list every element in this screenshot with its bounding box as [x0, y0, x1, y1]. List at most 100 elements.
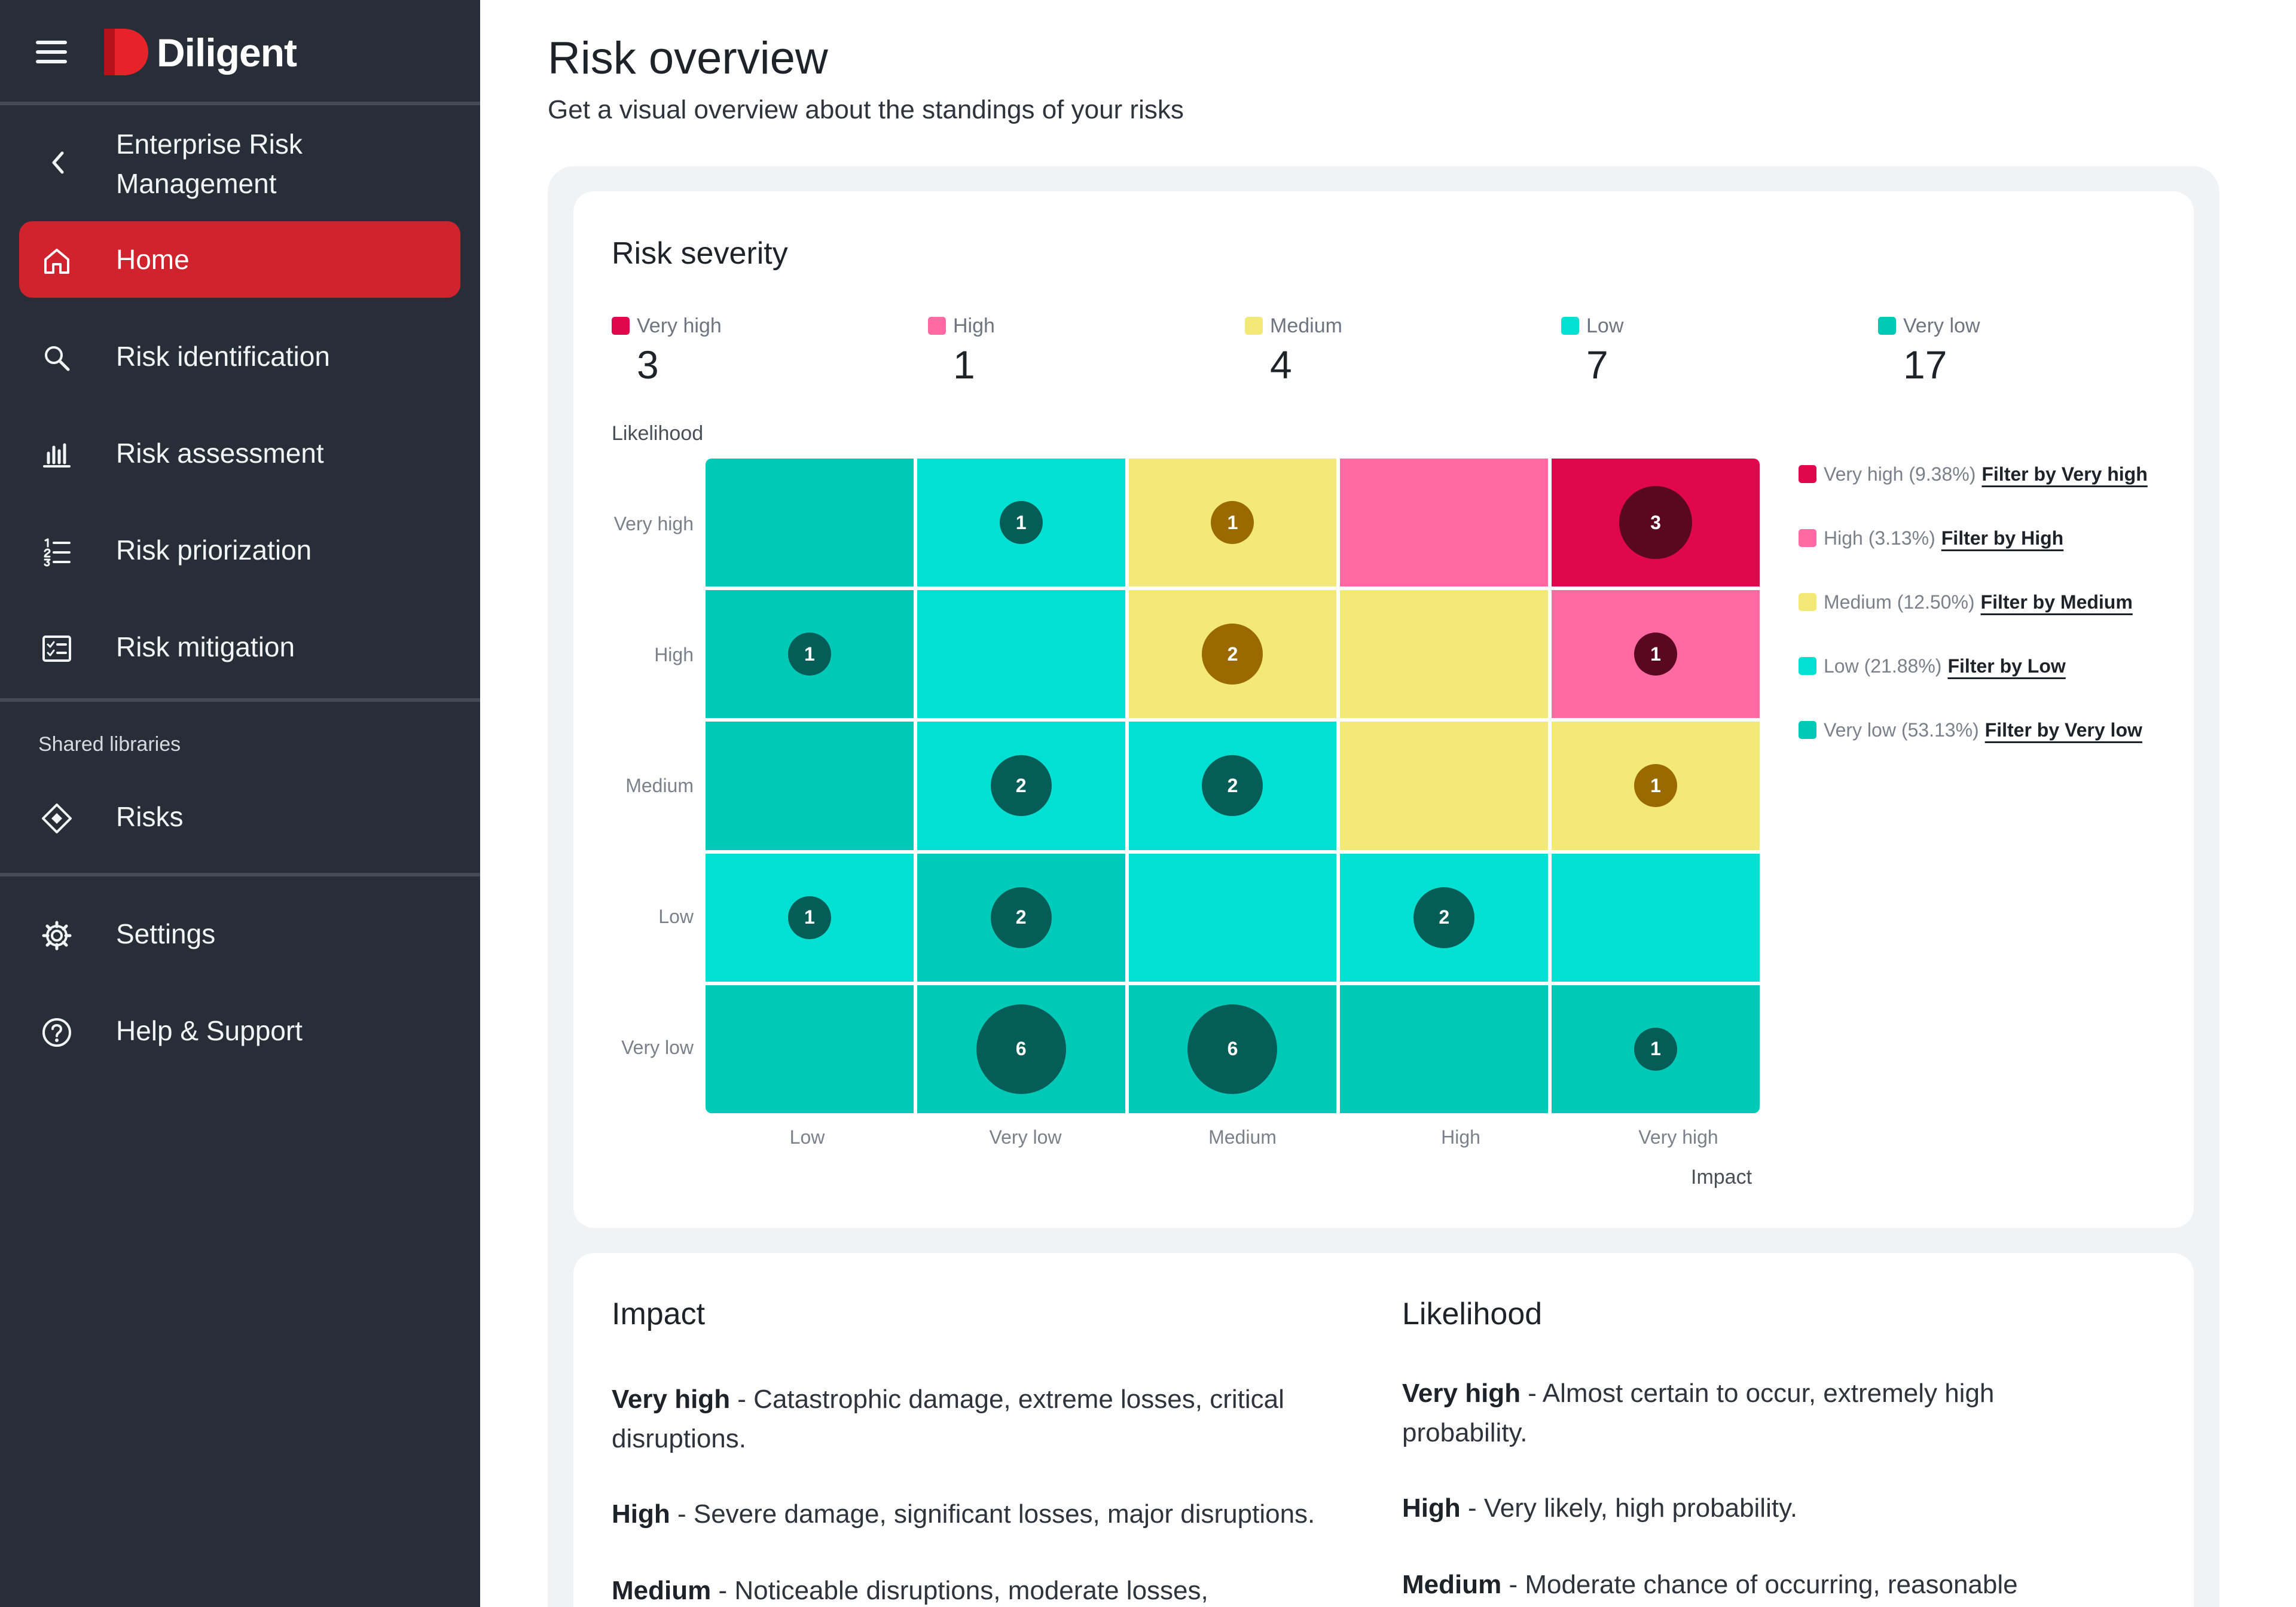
heatmap-cell[interactable]: 2: [917, 853, 1125, 982]
risk-count-bubble[interactable]: 1: [1211, 501, 1254, 545]
risk-count-bubble[interactable]: 2: [1202, 624, 1263, 685]
row-label-very-high: Very high: [613, 513, 694, 534]
filter-medium-link[interactable]: Filter by Medium: [1980, 591, 2133, 613]
very-low-swatch: [1799, 721, 1816, 739]
heatmap-cell[interactable]: 1: [1552, 985, 1760, 1113]
heatmap-cell[interactable]: [1340, 985, 1549, 1113]
risk-count-bubble[interactable]: 2: [990, 887, 1052, 948]
legend-row-high: High (3.13%) Filter by High: [1799, 523, 2181, 553]
page-subtitle: Get a visual overview about the standing…: [548, 95, 1184, 124]
severity-count: 17: [1903, 343, 1947, 387]
sidebar-item-label: Help & Support: [116, 1015, 303, 1046]
risk-count-bubble[interactable]: 1: [1634, 633, 1678, 676]
heatmap-cell[interactable]: [917, 590, 1125, 719]
filter-high-link[interactable]: Filter by High: [1941, 527, 2064, 549]
sidebar-item-risk-mitigation[interactable]: Risk mitigation: [19, 609, 460, 685]
risk-count-bubble[interactable]: 1: [1634, 1027, 1678, 1071]
heatmap-cell[interactable]: 2: [1128, 590, 1337, 719]
level-description: - Almost certain to occur, extremely hig…: [1402, 1379, 1995, 1447]
risk-count-bubble[interactable]: 1: [1634, 764, 1678, 808]
filter-low-link[interactable]: Filter by Low: [1947, 655, 2066, 677]
row-label-medium: Medium: [625, 775, 694, 796]
sidebar-item-label: Risk identification: [116, 341, 330, 372]
severity-name: Very low: [1903, 314, 1980, 337]
bar-chart-icon: [43, 443, 71, 468]
severity-summary-very-low: Very low 17: [1878, 311, 2129, 389]
legend-row-very-low: Very low (53.13%) Filter by Very low: [1799, 715, 2181, 745]
heatmap-cell[interactable]: 2: [1340, 853, 1549, 982]
level-name: Very high: [1402, 1379, 1521, 1408]
sidebar-item-label: Risks: [116, 801, 184, 832]
heatmap-cell[interactable]: 3: [1552, 459, 1760, 587]
row-label-very-low: Very low: [621, 1037, 694, 1058]
likelihood-desc-very-high: Very high - Almost certain to occur, ext…: [1402, 1374, 2060, 1453]
risk-count-bubble[interactable]: 1: [787, 896, 831, 939]
risk-count-bubble[interactable]: 6: [1187, 1004, 1278, 1094]
sidebar-item-home[interactable]: Home: [19, 221, 460, 298]
heatmap-cell[interactable]: [1340, 459, 1549, 587]
legend-text: Very high (9.38%): [1824, 463, 1976, 485]
level-name: Medium: [612, 1576, 712, 1605]
sidebar-item-risk-assessment[interactable]: Risk assessment: [19, 415, 460, 491]
heatmap-cell[interactable]: [1340, 722, 1549, 850]
heatmap-cell[interactable]: 1: [706, 590, 914, 719]
row-label-high: High: [654, 644, 694, 665]
very-high-swatch: [612, 317, 630, 335]
heatmap-cell[interactable]: 2: [1128, 722, 1337, 850]
sidebar-item-label: Risk assessment: [116, 438, 324, 469]
low-swatch: [1799, 657, 1816, 675]
sidebar-item-label: Risk priorization: [116, 534, 312, 566]
legend-row-low: Low (21.88%) Filter by Low: [1799, 651, 2181, 681]
high-swatch: [1799, 529, 1816, 547]
hamburger-menu-icon[interactable]: [36, 41, 67, 63]
filter-very-high-link[interactable]: Filter by Very high: [1981, 463, 2148, 485]
help-icon: [42, 1018, 71, 1047]
heatmap-cell[interactable]: 1: [1128, 459, 1337, 587]
risk-count-bubble[interactable]: 2: [990, 755, 1052, 817]
heatmap-cell[interactable]: 1: [1552, 722, 1760, 850]
risk-count-bubble[interactable]: 2: [1413, 887, 1475, 948]
col-label-very-low: Very low: [989, 1126, 1062, 1148]
medium-swatch: [1245, 317, 1263, 335]
sidebar-item-settings[interactable]: Settings: [19, 896, 460, 972]
heatmap-cell[interactable]: [1552, 853, 1760, 982]
likelihood-title: Likelihood: [1402, 1297, 1543, 1331]
sidebar-item-risk-priorization[interactable]: Risk priorization: [19, 512, 460, 588]
risk-count-bubble[interactable]: 6: [976, 1004, 1066, 1094]
heatmap-cell[interactable]: 6: [917, 985, 1125, 1113]
filter-very-low-link[interactable]: Filter by Very low: [1984, 719, 2142, 741]
sidebar-divider: [0, 698, 480, 702]
heatmap-cell[interactable]: [1128, 853, 1337, 982]
risk-count-bubble[interactable]: 1: [999, 501, 1043, 545]
col-label-medium: Medium: [1208, 1126, 1277, 1148]
heatmap-cell[interactable]: 1: [1552, 590, 1760, 719]
heatmap-cell[interactable]: 1: [706, 853, 914, 982]
heatmap-cell[interactable]: 2: [917, 722, 1125, 850]
heatmap-cell[interactable]: [706, 985, 914, 1113]
medium-swatch: [1799, 593, 1816, 611]
home-icon: [44, 249, 69, 274]
severity-count: 3: [637, 343, 659, 387]
sidebar-item-risk-identification[interactable]: Risk identification: [19, 318, 460, 395]
heatmap-cell[interactable]: [706, 722, 914, 850]
heatmap-cell[interactable]: [1340, 590, 1549, 719]
very-high-swatch: [1799, 465, 1816, 483]
risk-count-bubble[interactable]: 2: [1202, 755, 1263, 817]
very-low-swatch: [1878, 317, 1896, 335]
y-axis-title: Likelihood: [612, 422, 704, 445]
legend-row-medium: Medium (12.50%) Filter by Medium: [1799, 587, 2181, 617]
severity-summary-low: Low 7: [1561, 311, 1812, 389]
risk-count-bubble[interactable]: 1: [787, 633, 831, 676]
heatmap-cell[interactable]: [706, 459, 914, 587]
heatmap-cell[interactable]: 1: [917, 459, 1125, 587]
risk-count-bubble[interactable]: 3: [1619, 486, 1693, 560]
sidebar-item-risks[interactable]: Risks: [19, 778, 460, 855]
numbered-list-icon: [44, 538, 71, 567]
legend-text: Medium (12.50%): [1824, 591, 1975, 613]
heatmap-cell[interactable]: 6: [1128, 985, 1337, 1113]
sidebar-item-help-support[interactable]: Help & Support: [19, 992, 460, 1069]
chevron-left-icon: [52, 151, 64, 174]
col-label-high: High: [1441, 1126, 1480, 1148]
severity-summary-medium: Medium 4: [1245, 311, 1496, 389]
back-to-module-button[interactable]: Enterprise Risk Management: [0, 120, 480, 209]
